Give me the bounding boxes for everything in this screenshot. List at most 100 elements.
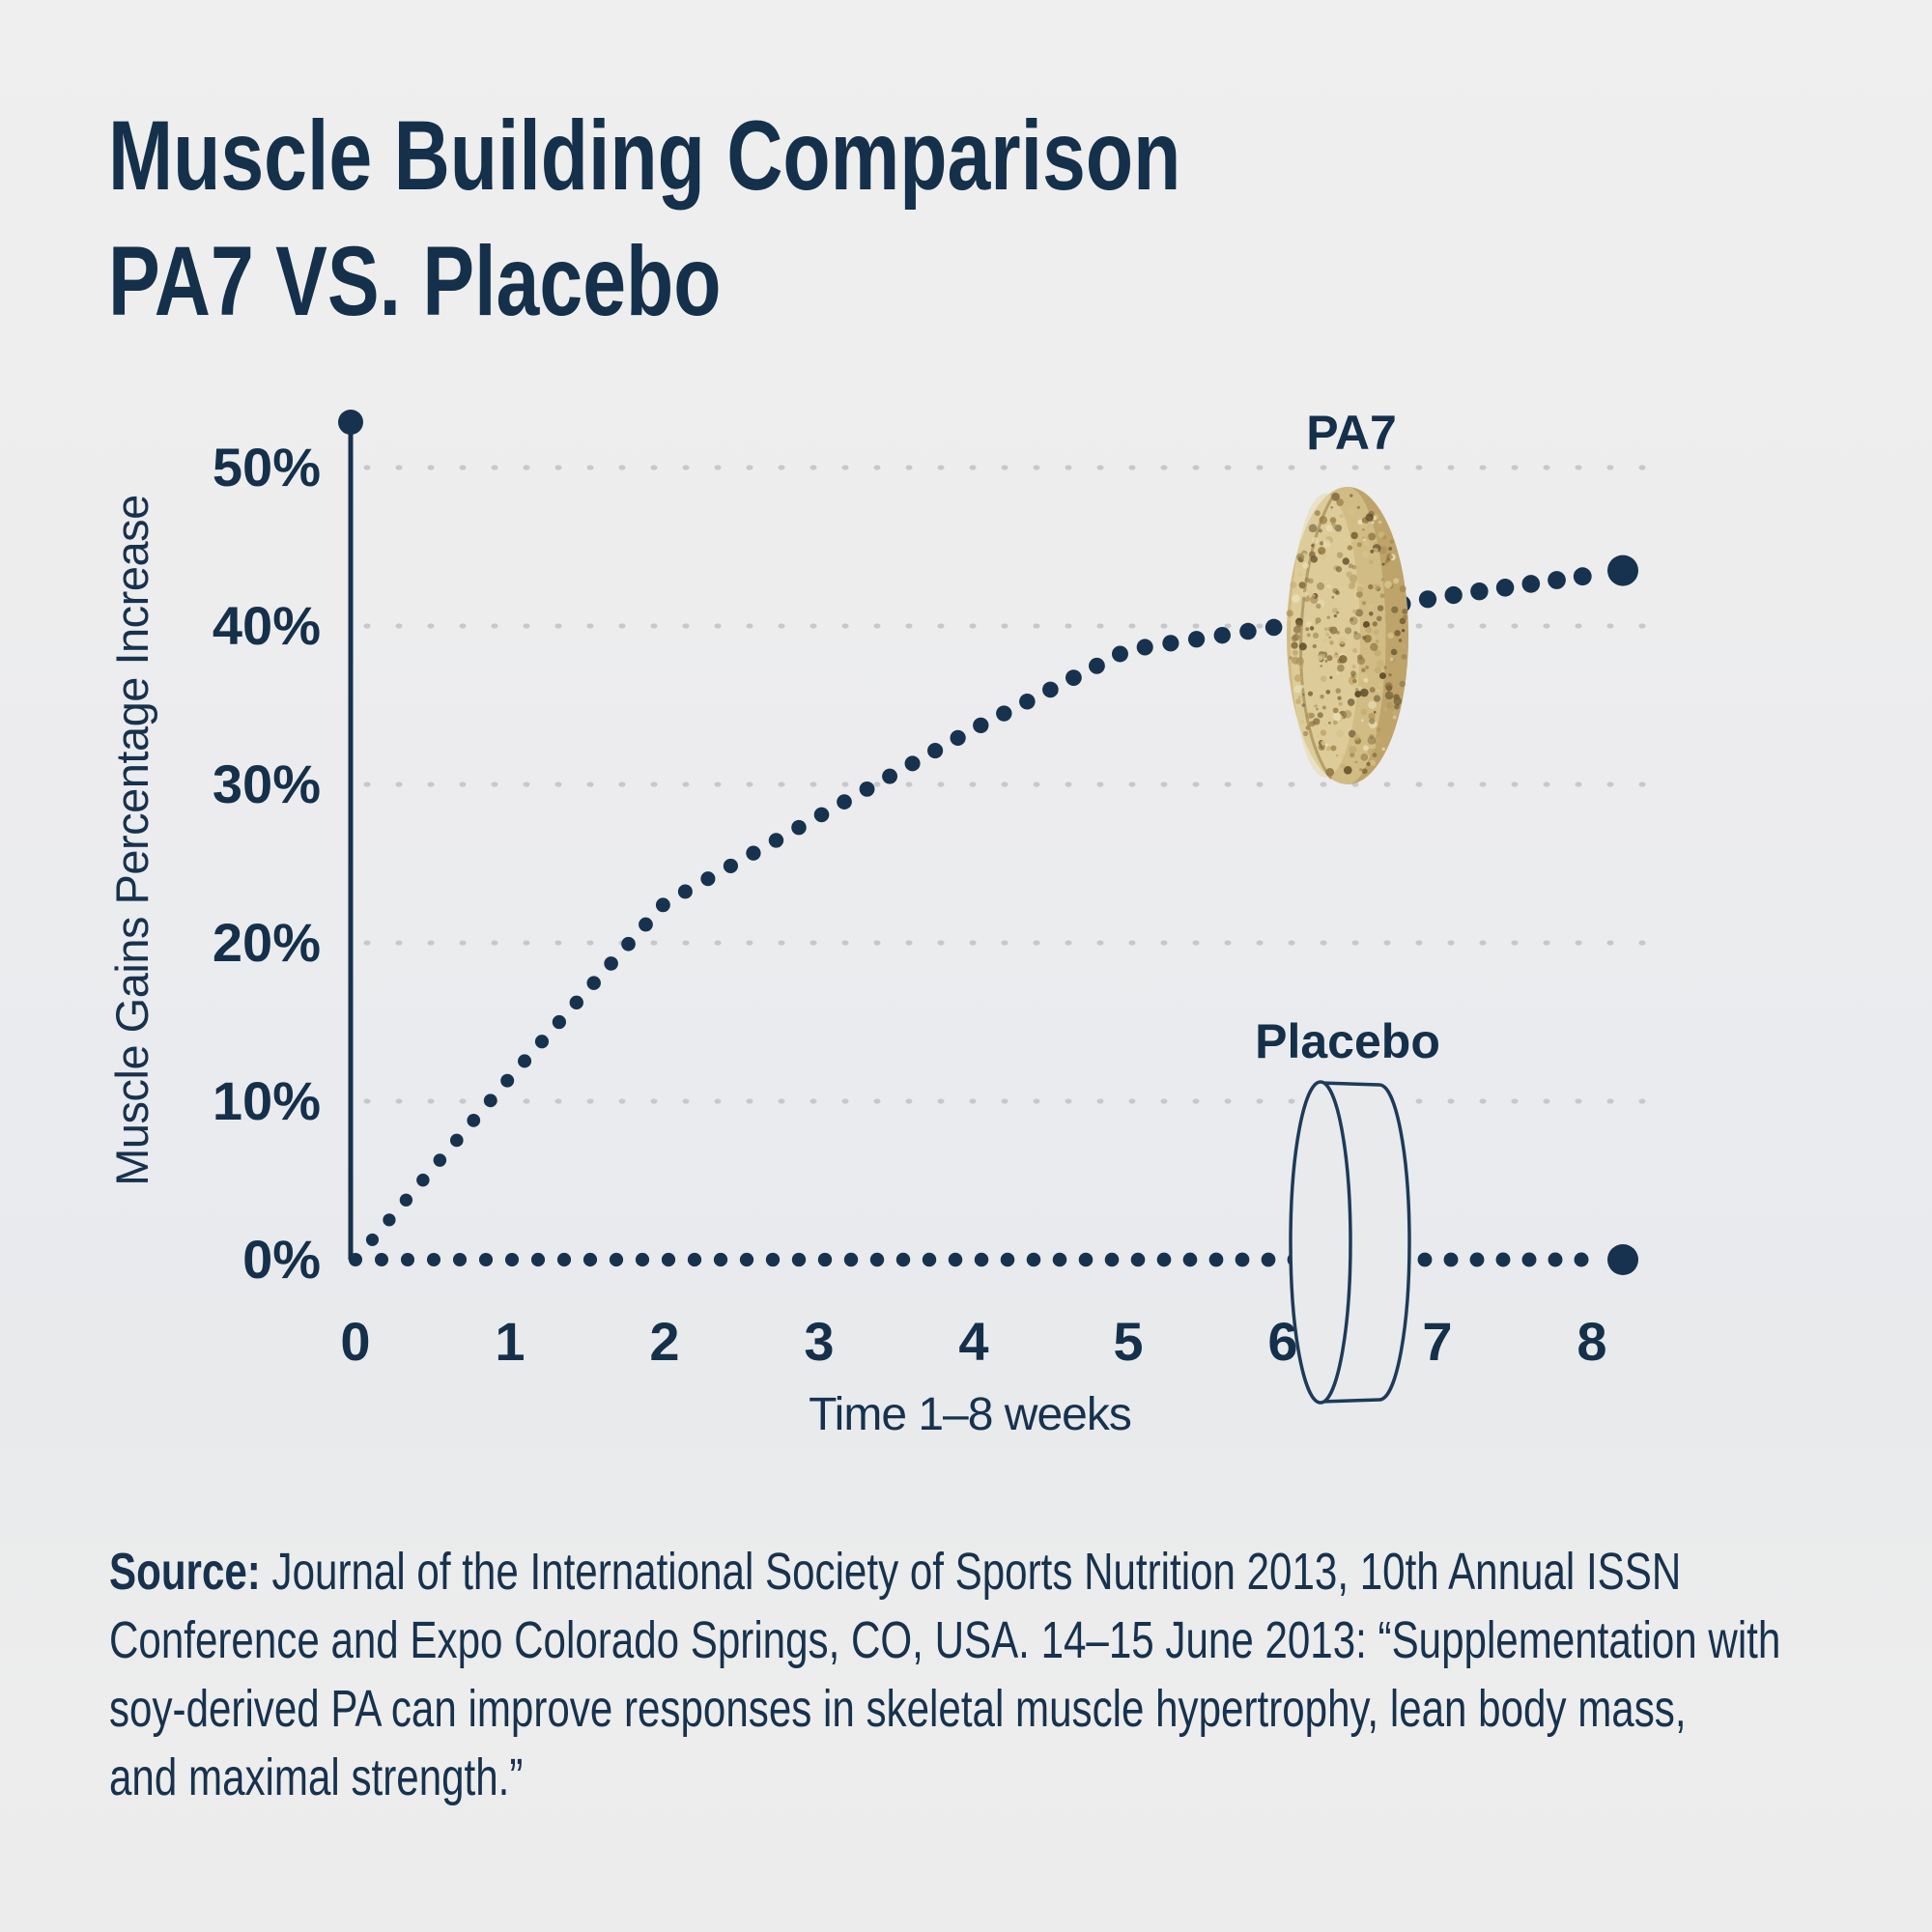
grid-dot [778,465,785,470]
speckle [1345,627,1352,635]
speckle [1300,684,1304,689]
speckle [1324,632,1330,637]
speckle [1376,726,1381,732]
series-dot [483,1094,497,1108]
grid-dot [778,781,785,787]
grid-dot [841,940,849,946]
speckle [1363,540,1370,546]
series-dot [1548,571,1566,589]
speckle [1308,524,1318,533]
speckle [1350,617,1354,622]
series-dot [1065,669,1082,686]
speckle [1398,639,1403,642]
y-tick-label: 10% [213,1070,321,1131]
grid-dot [682,1098,690,1104]
speckle [1367,749,1374,755]
grid-dot [1224,1098,1232,1104]
grid-dot [1256,781,1264,787]
grid-dot [969,940,977,946]
series-dot [927,743,944,759]
speckle [1329,626,1338,635]
speckle [1383,623,1386,626]
grid-dot [395,465,403,470]
placebo-label: Placebo [1255,1014,1440,1068]
speckle [1321,740,1326,746]
grid-dot [1543,781,1550,787]
grid-dot [1192,623,1200,629]
grid-dot [1128,623,1136,629]
speckle [1368,583,1374,590]
grid-dot [650,623,658,629]
source-line: Conference and Expo Colorado Springs, CO… [109,1611,1781,1669]
speckle [1317,599,1325,608]
placebo-pill-illustration [1289,1080,1411,1405]
x-tick-label: 8 [1577,1311,1606,1372]
speckle [1375,639,1379,643]
grid-dot [1543,465,1550,470]
series-dot [1444,585,1463,605]
series-dot [859,781,875,797]
speckle [1381,747,1385,752]
speckle [1331,492,1340,501]
grid-dot [746,940,753,946]
speckle [1399,680,1406,688]
grid-dot [554,1098,562,1104]
grid-dot [810,1098,817,1104]
grid-dot [427,940,435,946]
grid-dot [1192,1098,1200,1104]
title-line-1: Muscle Building Comparison [108,100,1181,211]
speckle [1377,660,1384,668]
series-dot [433,1153,447,1167]
speckle [1325,767,1335,777]
speckle [1359,688,1369,697]
speckle [1402,643,1406,648]
series-dot [504,1252,520,1267]
speckle [1378,672,1386,680]
grid-dot [682,623,690,629]
y-axis-title: Muscle Gains Percentage Increase [106,495,157,1186]
speckle [1317,712,1323,719]
grid-dot [363,465,371,470]
speckle [1363,677,1369,683]
speckle [1361,601,1367,606]
grid-dot [1001,781,1009,787]
placebo-pill-face [1289,1080,1352,1405]
series-dot [639,917,653,932]
y-axis-end-dot [338,410,363,435]
speckle [1340,763,1346,769]
speckle [1335,753,1339,757]
grid-dot [1447,623,1455,629]
speckle [1335,670,1340,675]
grid-dot [1415,781,1423,787]
speckle [1293,633,1300,641]
speckle [1383,562,1387,565]
series-dot [1089,657,1105,674]
grid-dot [586,465,594,470]
grid-dot [1383,940,1391,946]
grid-dot [1511,940,1519,946]
grid-dot [841,465,849,470]
speckle [1362,621,1370,629]
speckle [1295,620,1303,628]
grid-dot [1001,940,1009,946]
grid-dot [1479,781,1487,787]
speckle [1290,581,1297,589]
speckle [1292,649,1298,656]
pa7-series [349,554,1638,1266]
grid-dot [969,781,977,787]
speckle [1401,653,1407,660]
speckle [1343,710,1352,719]
speckle [1371,521,1375,525]
speckle [1386,701,1394,709]
grid-dot [1096,1098,1104,1104]
grid-dot [1033,781,1040,787]
grid-dot [395,1098,403,1104]
speckle [1378,531,1385,538]
speckle [1293,685,1302,694]
speckle [1350,494,1353,497]
series-dot [1573,567,1592,586]
grid-dot [395,940,403,946]
speckle [1295,698,1301,705]
grid-dot [969,465,977,470]
